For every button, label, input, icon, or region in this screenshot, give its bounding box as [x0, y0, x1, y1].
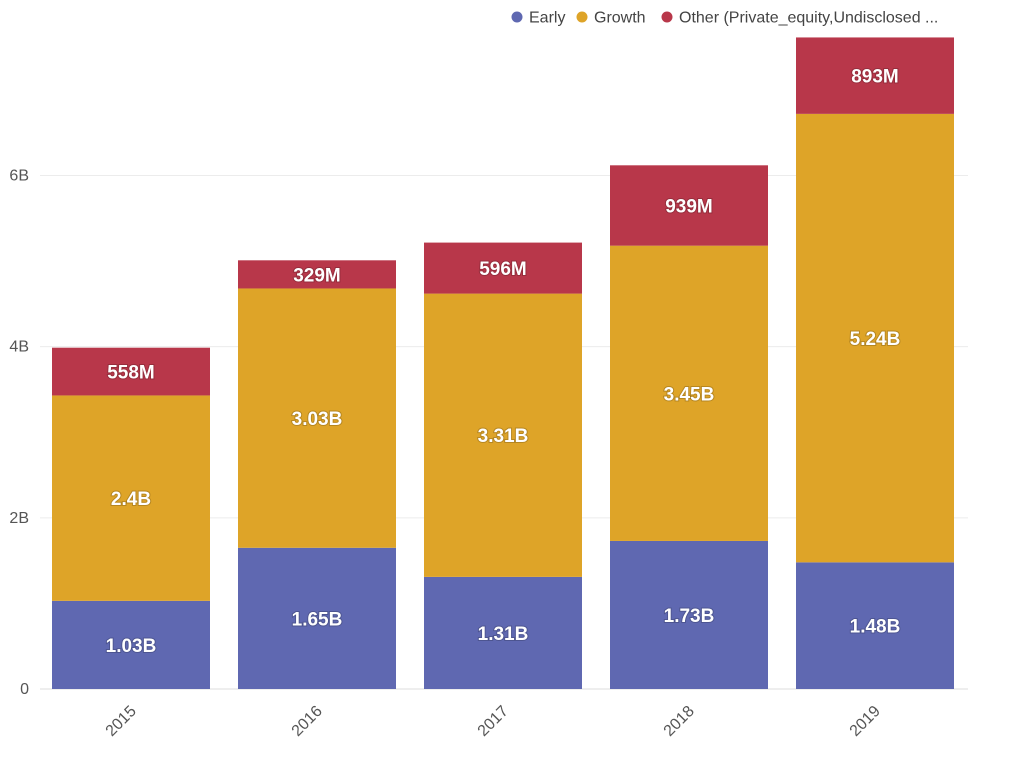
- bar-segment[interactable]: [424, 293, 582, 577]
- legend: Early Growth Other (Private_equity,Undiscl…: [511, 10, 938, 27]
- bar-segment[interactable]: [610, 165, 768, 246]
- data-label: 2.4B: [111, 489, 151, 510]
- bar-segment[interactable]: [796, 113, 954, 563]
- data-label: 5.24B: [850, 329, 901, 350]
- data-label: 558M: [107, 363, 155, 384]
- legend-marker: [661, 11, 673, 23]
- data-label: 1.48B: [850, 617, 901, 638]
- data-label: 596M: [479, 259, 527, 280]
- legend-marker: [576, 11, 588, 23]
- bar-segment[interactable]: [610, 245, 768, 541]
- x-tick-label: 2017: [475, 703, 512, 740]
- data-label: 893M: [851, 67, 899, 88]
- data-label: 1.73B: [664, 606, 715, 627]
- y-tick-label: 4B: [9, 339, 29, 356]
- bar-segment[interactable]: [238, 547, 396, 689]
- legend-marker: [511, 11, 523, 23]
- x-tick-label: 2016: [289, 703, 326, 740]
- data-label: 329M: [293, 265, 341, 286]
- data-label: 3.45B: [664, 384, 715, 405]
- y-tick-label: 0: [20, 681, 29, 698]
- bar-segment[interactable]: [424, 242, 582, 294]
- bar-segment[interactable]: [238, 260, 396, 289]
- bar-labels-layer: 1.03B 2.4B 558M 1.65B 3.03B 329M 1.31B 3.31B 596…: [105, 66, 902, 658]
- bar-segment[interactable]: [424, 576, 582, 689]
- bar-segment[interactable]: [52, 600, 210, 689]
- data-label: 1.03B: [106, 636, 157, 657]
- bar-segment[interactable]: [52, 395, 210, 601]
- bar-segment[interactable]: [238, 288, 396, 548]
- data-label: 939M: [665, 196, 713, 217]
- data-label: 1.31B: [478, 624, 529, 645]
- x-tick-label: 2018: [661, 703, 698, 740]
- legend-entry[interactable]: Growth: [594, 10, 646, 27]
- data-label: 1.65B: [292, 609, 343, 630]
- y-axis: 0 2B 4B 6B: [9, 167, 29, 698]
- data-label: 3.31B: [478, 426, 529, 447]
- bar-segment[interactable]: [796, 37, 954, 114]
- legend-entry[interactable]: Early: [529, 10, 565, 27]
- x-axis: 2015 2016 2017 2018 2019: [103, 703, 884, 740]
- legend-entry[interactable]: Other (Private_equity,Undisclosed ...: [679, 10, 938, 27]
- y-tick-label: 6B: [9, 167, 29, 184]
- x-tick-label: 2019: [847, 703, 884, 740]
- y-tick-label: 2B: [9, 510, 29, 527]
- bar-segment[interactable]: [796, 562, 954, 689]
- data-label: 3.03B: [292, 409, 343, 430]
- bar-segment[interactable]: [610, 540, 768, 689]
- x-tick-label: 2015: [103, 703, 140, 740]
- bars-layer: [52, 37, 954, 689]
- bar-segment[interactable]: [52, 347, 210, 396]
